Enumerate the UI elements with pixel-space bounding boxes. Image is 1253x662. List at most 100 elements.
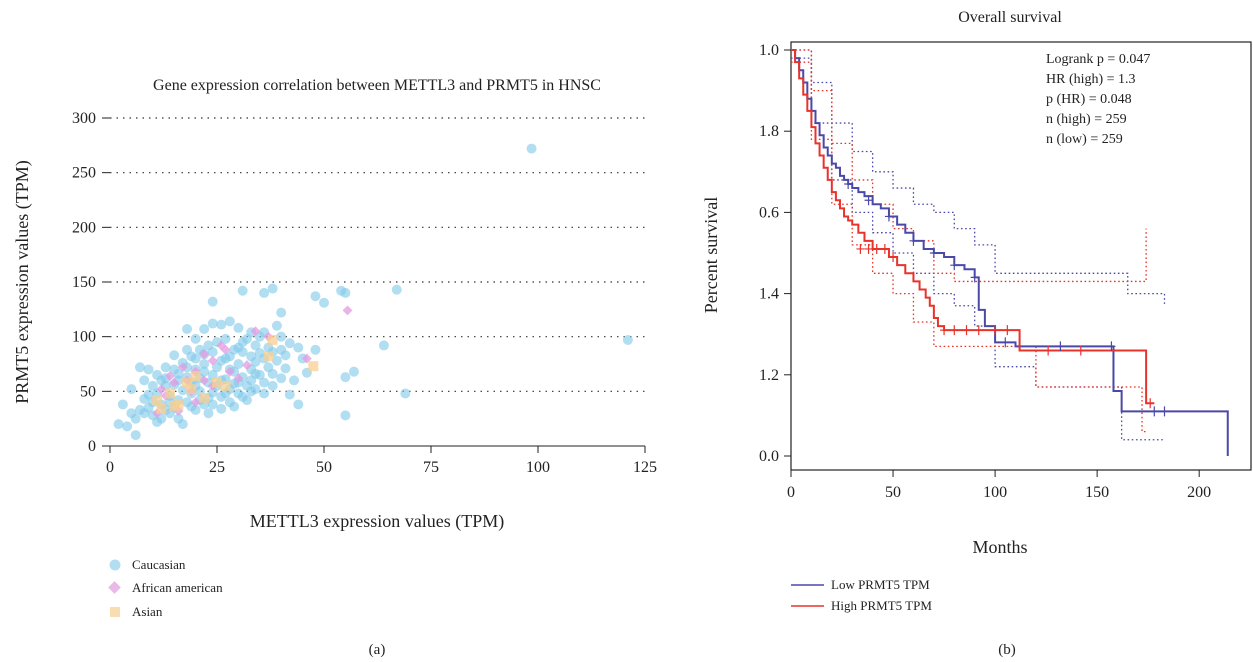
- point-african-american: [190, 397, 201, 408]
- point-african-american: [177, 362, 188, 373]
- survival-confidence-bands: [791, 49, 1166, 441]
- censor-mark-high: [950, 325, 959, 336]
- point-african-american: [199, 375, 210, 386]
- survival-chart: Overall survival 0.0 1.2 1.4 0.6 1.8 1.0 0 50 10…: [701, 9, 1252, 658]
- censor-mark-low: [864, 195, 873, 206]
- point-caucasian: [340, 287, 351, 298]
- censor-mark-high: [880, 243, 889, 254]
- censor-mark-low: [1001, 337, 1010, 348]
- point-caucasian: [130, 413, 141, 424]
- point-caucasian: [147, 380, 158, 391]
- censor-mark-low: [1107, 341, 1116, 352]
- point-caucasian: [203, 408, 214, 419]
- scatter-y-tick-label: 250: [72, 165, 96, 182]
- scatter-x-tick-label: 0: [106, 459, 114, 476]
- censor-mark-high: [1146, 398, 1155, 409]
- censor-mark-low: [844, 178, 853, 189]
- survival-y-axis-title: Percent survival: [701, 197, 721, 313]
- point-caucasian: [391, 284, 402, 295]
- point-caucasian: [216, 403, 227, 414]
- scatter-y-tick-label: 0: [88, 438, 96, 455]
- censor-mark-high: [940, 325, 949, 336]
- point-caucasian: [400, 388, 411, 399]
- point-asian: [308, 361, 319, 372]
- point-asian: [190, 371, 201, 382]
- scatter-x-tick-label: 25: [209, 459, 225, 476]
- point-asian: [263, 351, 274, 362]
- censor-mark-high: [856, 243, 865, 254]
- point-african-american: [342, 305, 353, 316]
- stat-hr-high: HR (high) = 1.3: [1046, 72, 1136, 87]
- point-caucasian: [199, 324, 210, 335]
- censor-mark-high: [872, 243, 881, 254]
- stat-n-low: n (low) = 259: [1046, 132, 1123, 147]
- point-caucasian: [224, 316, 235, 327]
- point-caucasian: [310, 344, 321, 355]
- point-african-american: [169, 377, 180, 388]
- censor-mark-low: [884, 211, 893, 222]
- point-caucasian: [117, 399, 128, 410]
- point-african-american: [207, 355, 218, 366]
- censor-mark-high: [974, 325, 983, 336]
- survival-x-tick-label: 0: [787, 484, 795, 501]
- point-caucasian: [276, 331, 287, 342]
- point-caucasian: [340, 410, 351, 421]
- point-caucasian: [224, 351, 235, 362]
- scatter-y-axis-title: PRMT5 expression values (TPM): [12, 160, 33, 403]
- survival-title: Overall survival: [958, 9, 1062, 26]
- point-caucasian: [280, 363, 291, 374]
- censor-mark-low: [1150, 406, 1159, 417]
- point-caucasian: [134, 362, 145, 373]
- point-caucasian: [622, 334, 633, 345]
- point-caucasian: [199, 366, 210, 377]
- point-caucasian: [267, 283, 278, 294]
- point-caucasian: [340, 372, 351, 383]
- censor-mark-low: [950, 260, 959, 271]
- censor-mark-high: [864, 243, 873, 254]
- point-caucasian: [139, 375, 150, 386]
- survival-y-tick-label: 1.8: [759, 123, 779, 140]
- censor-mark-low: [1160, 406, 1169, 417]
- point-caucasian: [216, 319, 227, 330]
- legend-african-american-marker: [108, 581, 121, 594]
- point-caucasian: [152, 369, 163, 380]
- point-african-american: [156, 384, 167, 395]
- legend-asian-label: Asian: [132, 604, 163, 619]
- point-asian: [220, 380, 231, 391]
- scatter-x-tick-label: 100: [526, 459, 550, 476]
- point-caucasian: [173, 368, 184, 379]
- censor-mark-high: [1076, 345, 1085, 356]
- point-caucasian: [190, 353, 201, 364]
- point-caucasian: [139, 408, 150, 419]
- scatter-title: Gene expression correlation between METT…: [153, 77, 601, 94]
- legend-asian-marker: [110, 607, 120, 617]
- point-caucasian: [259, 377, 270, 388]
- scatter-axes: 0 50 100 150 200 250 300 0 25 50 75 100 125: [72, 110, 657, 476]
- stat-p-hr: p (HR) = 0.048: [1046, 92, 1132, 107]
- point-caucasian: [271, 320, 282, 331]
- legend-high-label: High PRMT5 TPM: [831, 598, 932, 613]
- censor-mark-low: [909, 235, 918, 246]
- point-caucasian: [237, 391, 248, 402]
- point-african-american: [216, 340, 227, 351]
- point-caucasian: [169, 350, 180, 361]
- survival-axes: 0.0 1.2 1.4 0.6 1.8 1.0 0 50 100 150 200: [759, 42, 1211, 501]
- point-caucasian: [348, 366, 359, 377]
- survival-stats-box: Logrank p = 0.047 HR (high) = 1.3 p (HR)…: [1046, 52, 1150, 147]
- point-caucasian: [216, 355, 227, 366]
- point-caucasian: [190, 333, 201, 344]
- point-caucasian: [259, 287, 270, 298]
- survival-curve-low: [791, 49, 1229, 456]
- survival-legend: Low PRMT5 TPM High PRMT5 TPM: [791, 577, 932, 613]
- point-caucasian: [267, 368, 278, 379]
- point-caucasian: [130, 430, 141, 441]
- point-caucasian: [241, 333, 252, 344]
- point-caucasian: [182, 397, 193, 408]
- survival-y-tick-label: 1.0: [759, 42, 779, 59]
- censor-mark-high: [1003, 325, 1012, 336]
- legend-african-american-label: African american: [132, 580, 223, 595]
- point-caucasian: [199, 359, 210, 369]
- legend-caucasian-label: Caucasian: [132, 557, 186, 572]
- censor-mark-low: [1056, 341, 1065, 352]
